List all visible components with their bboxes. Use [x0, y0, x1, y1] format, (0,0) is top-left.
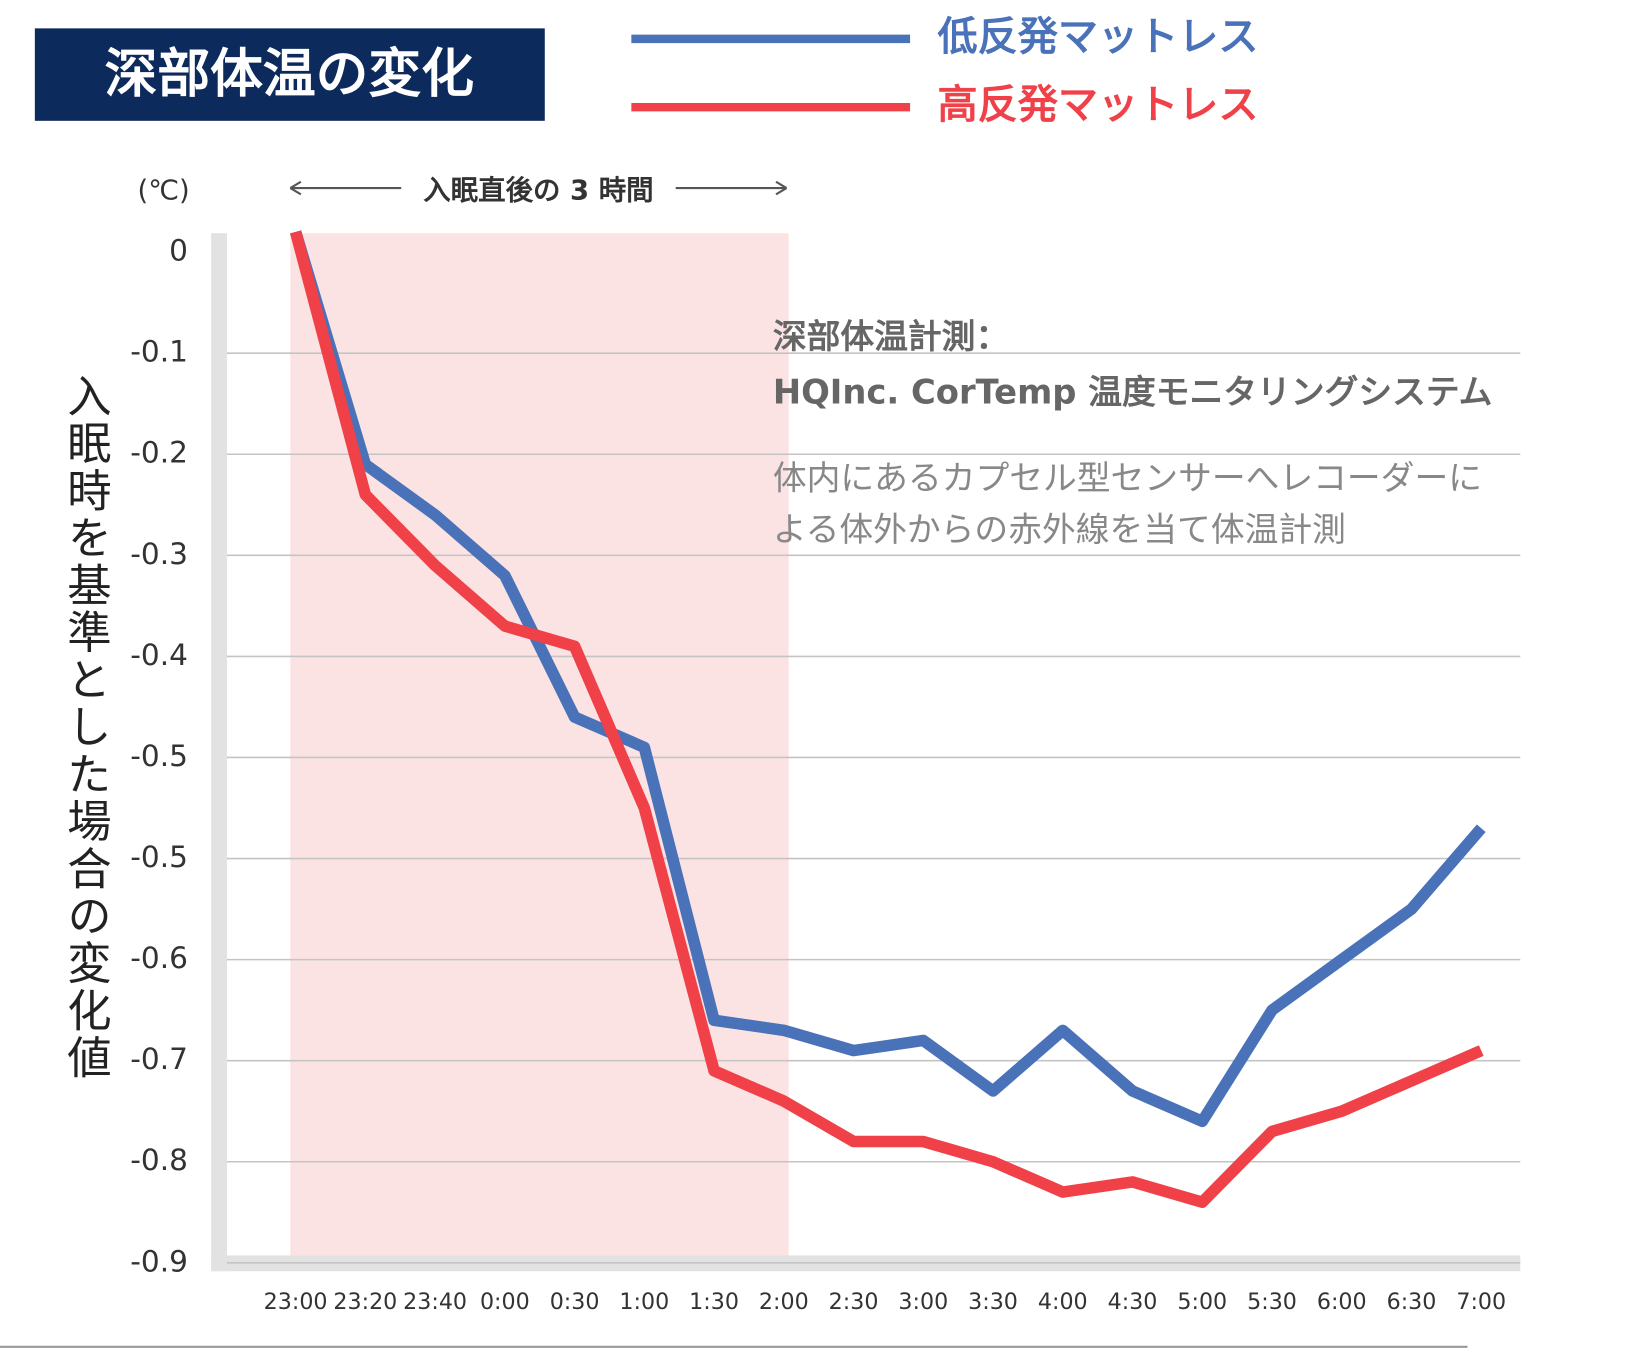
x-tick-label: 23:40 — [403, 1289, 467, 1315]
series-line — [290, 230, 1486, 1128]
x-tick-label: 5:00 — [1177, 1289, 1227, 1315]
note-heading: 深部体温計測： — [773, 317, 1009, 356]
y-tick-label: -0.3 — [130, 537, 188, 571]
y-axis-bar — [211, 233, 227, 1272]
arrow-head — [289, 180, 302, 196]
x-tick-label: 5:30 — [1247, 1289, 1297, 1315]
x-tick-label: 3:30 — [968, 1289, 1018, 1315]
y-tick-label: -0.6 — [130, 941, 188, 975]
x-tick-label: 6:30 — [1387, 1289, 1437, 1315]
arrow-head — [775, 180, 788, 196]
highlight-region — [290, 233, 789, 1256]
y-tick-label: -0.5 — [130, 739, 188, 773]
x-tick-label: 3:00 — [898, 1289, 948, 1315]
legend-label: 低反発マットレス — [938, 14, 1259, 60]
x-tick-label: 23:20 — [333, 1289, 397, 1315]
note-body: よる体外からの赤外線を当て体温計測 — [773, 510, 1346, 549]
chart-title: 深部体温の変化 — [105, 43, 474, 104]
y-tick-label: -0.4 — [130, 638, 188, 672]
y-tick-label: -0.7 — [130, 1042, 188, 1076]
y-tick-label: -0.8 — [130, 1143, 188, 1177]
x-tick-label: 0:00 — [480, 1289, 530, 1315]
series-line — [290, 230, 1484, 1208]
x-tick-label: 2:30 — [829, 1289, 879, 1315]
y-tick-label: -0.9 — [130, 1244, 188, 1278]
note-body: 体内にあるカプセル型センサーへレコーダーに — [773, 459, 1482, 498]
x-tick-label: 6:00 — [1317, 1289, 1367, 1315]
y-tick-label: -0.1 — [130, 335, 188, 369]
highlight-label: 入眠直後の 3 時間 — [423, 176, 653, 207]
legend-label: 高反発マットレス — [938, 82, 1259, 128]
x-tick-label: 1:00 — [619, 1289, 669, 1315]
y-tick-label: 0 — [169, 234, 188, 268]
title-box — [34, 28, 545, 121]
x-tick-label: 4:30 — [1108, 1289, 1158, 1315]
x-tick-label: 7:00 — [1456, 1289, 1506, 1315]
note-heading: HQInc. CorTemp 温度モニタリングシステム — [773, 373, 1493, 412]
y-axis-title: 入眠時を基準とした場合の変化値 — [59, 373, 111, 1082]
x-tick-label: 2:00 — [759, 1289, 809, 1315]
y-tick-label: -0.5 — [130, 840, 188, 874]
x-tick-label: 1:30 — [689, 1289, 739, 1315]
y-tick-label: -0.2 — [130, 436, 188, 470]
x-tick-label: 4:00 — [1038, 1289, 1088, 1315]
x-tick-label: 0:30 — [550, 1289, 600, 1315]
unit-label: (℃) — [138, 176, 190, 207]
x-tick-label: 23:00 — [264, 1289, 328, 1315]
